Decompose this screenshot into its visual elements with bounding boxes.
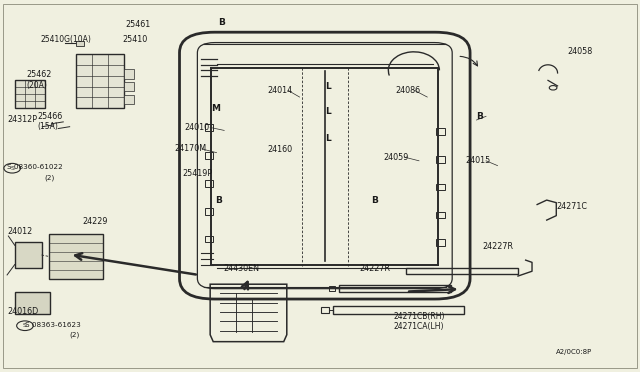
Bar [321,307,329,313]
Text: 24160: 24160 [268,145,292,154]
Text: 25410G(10A): 25410G(10A) [40,35,91,44]
Text: 24227R: 24227R [360,264,390,273]
Text: 24014: 24014 [268,86,292,95]
Text: 24010: 24010 [184,123,210,132]
Bar [124,82,134,92]
Bar [339,285,451,292]
Bar [436,239,445,246]
Text: L: L [325,134,331,143]
Text: 24229: 24229 [83,217,108,226]
Text: 24058: 24058 [568,47,593,56]
Text: B: B [476,112,483,121]
Text: S: S [23,323,27,328]
Bar [333,306,464,314]
Text: 24271CA(LH): 24271CA(LH) [394,322,444,331]
Bar [329,286,335,291]
Bar [15,241,42,268]
Text: 25410: 25410 [122,35,147,44]
Text: 24271CB(RH): 24271CB(RH) [394,312,445,321]
Text: B: B [371,196,378,205]
Text: B: B [215,196,222,205]
Text: L: L [325,108,331,116]
Text: 24312P: 24312P [7,115,37,124]
Text: A2/0C0:8P: A2/0C0:8P [556,349,593,355]
Text: 25462: 25462 [26,70,52,79]
Bar [205,208,213,215]
Text: (2): (2) [44,174,54,181]
Text: 24015: 24015 [466,156,491,165]
Text: 25461: 25461 [125,20,150,29]
Bar [436,128,445,135]
Bar [436,156,445,163]
Bar [76,54,124,108]
Text: 25466: 25466 [38,112,63,121]
Text: 24430EN: 24430EN [223,264,259,273]
Text: S: S [10,166,14,171]
Bar [49,234,103,279]
Text: L: L [325,82,331,91]
Text: 24059: 24059 [384,153,409,161]
Bar [15,80,45,108]
Text: 24016D: 24016D [7,307,38,316]
Bar [205,180,213,187]
Bar [205,235,213,242]
Text: (15A): (15A) [38,122,59,131]
Text: (2): (2) [70,332,80,338]
Text: 24012: 24012 [7,227,33,236]
Bar [124,69,134,78]
Text: 25419P: 25419P [182,169,212,177]
Text: (20A): (20A) [26,81,47,90]
Bar [15,292,50,314]
Text: B: B [218,18,225,27]
Bar [205,152,213,159]
Bar [436,212,445,218]
Text: 24170M: 24170M [174,144,207,153]
Bar [124,95,134,105]
Text: 24271C: 24271C [556,202,588,211]
Text: S 08360-61022: S 08360-61022 [7,164,63,170]
Bar [76,41,84,46]
Text: S 08363-61623: S 08363-61623 [25,322,81,328]
Text: 24227R: 24227R [483,241,514,250]
Bar [406,267,518,274]
Text: M: M [211,104,220,113]
Bar [436,184,445,190]
Bar [205,125,213,131]
Text: 24086: 24086 [396,86,420,95]
